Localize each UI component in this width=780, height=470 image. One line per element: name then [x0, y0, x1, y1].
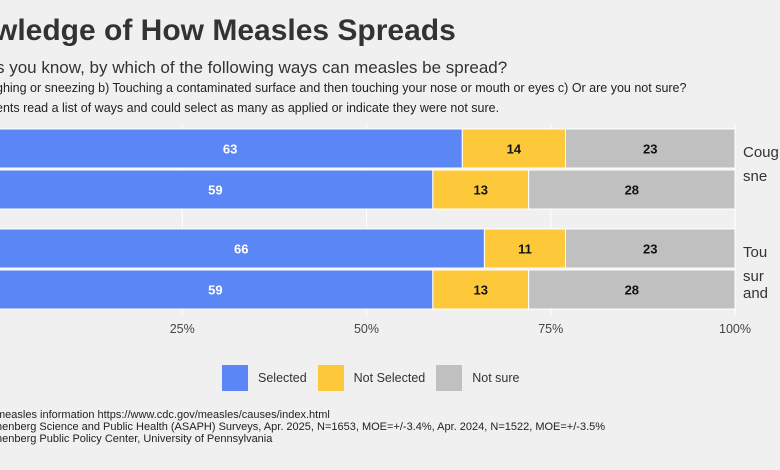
legend-label-not-sure: Not sure — [472, 371, 520, 385]
legend-item-not-sure: Not sure — [436, 365, 519, 391]
bar-segment-selected — [0, 128, 463, 169]
bar-segment-not-selected — [461, 128, 566, 169]
question-detail: ghing or sneezing b) Touching a contamin… — [0, 81, 687, 95]
bar-segment-not-sure — [564, 128, 736, 169]
legend-label-selected: Selected — [258, 371, 307, 385]
group-label: Tou — [743, 244, 767, 261]
x-tick-label: 100% — [719, 322, 751, 336]
data-label: 13 — [474, 183, 488, 198]
chart-subtitle: s you know, by which of the following wa… — [0, 58, 508, 77]
data-label: 13 — [474, 283, 488, 298]
note-line: nenberg Public Policy Center, University… — [0, 433, 273, 445]
data-label: 14 — [507, 142, 522, 157]
data-label: 63 — [223, 142, 237, 157]
instructions-text: ents read a list of ways and could selec… — [0, 101, 500, 115]
x-tick-label: 75% — [538, 322, 563, 336]
legend-swatch-not-selected — [317, 365, 344, 391]
data-label: 66 — [234, 242, 248, 257]
legend-label-not-selected: Not Selected — [353, 371, 426, 385]
x-tick-label: 50% — [354, 322, 379, 336]
data-label: 28 — [625, 183, 639, 198]
legend-item-selected: Selected — [222, 365, 307, 391]
legend-swatch-not-sure — [436, 365, 463, 391]
chart-title: wledge of How Measles Spreads — [0, 14, 456, 47]
bar-segment-selected — [0, 269, 434, 310]
group-label: sur — [743, 268, 764, 285]
note-line: measles information https://www.cdc.gov/… — [0, 409, 330, 421]
data-label: 11 — [518, 242, 532, 257]
bar-segment-selected — [0, 228, 485, 269]
bar-segment-not-sure — [564, 228, 736, 269]
legend-item-not-selected: Not Selected — [317, 365, 426, 391]
data-label: 23 — [643, 142, 657, 157]
stacked-bar-chart: 63 14 23 59 13 28 Coug sne 66 11 23 59 13 28 Tou surand… — [0, 124, 779, 336]
bar-segment-not-selected — [432, 169, 530, 210]
bar-segment-not-sure — [528, 269, 736, 310]
group-label: and — [743, 285, 768, 302]
bar-segment-not-sure — [528, 169, 736, 210]
data-label: 23 — [643, 242, 657, 257]
x-tick-label: 25% — [170, 322, 195, 336]
data-label: 59 — [208, 283, 222, 298]
legend-swatch-selected — [222, 365, 248, 391]
legend: Selected Not Selected Not sure — [222, 364, 530, 392]
note-line: nenberg Science and Public Health (ASAPH… — [0, 421, 606, 433]
data-label: 59 — [208, 183, 222, 198]
bar-segment-selected — [0, 169, 434, 210]
group-label: sne — [743, 168, 767, 185]
source-notes: measles information https://www.cdc.gov/… — [0, 409, 605, 445]
data-label: 28 — [625, 283, 639, 298]
group-label: Coug — [743, 144, 779, 161]
